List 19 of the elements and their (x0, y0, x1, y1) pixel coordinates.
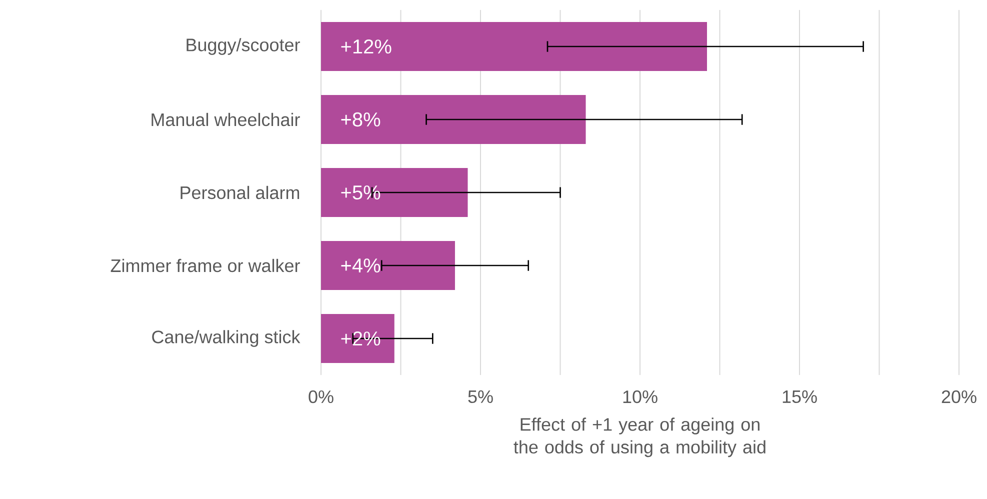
bar (321, 22, 707, 72)
y-tick-label: Buggy/scooter (186, 38, 300, 55)
x-tick-label: 10% (623, 390, 658, 404)
y-tick-label: Manual wheelchair (152, 112, 300, 126)
x-tick-label: 0% (308, 390, 334, 404)
bar (321, 314, 394, 364)
bar (321, 241, 455, 290)
x-axis-title: Effect of +1 year of ageing on the odds of using a mobility aid (514, 418, 766, 458)
x-tick-label: 15% (782, 390, 817, 404)
data-label: +12% (341, 39, 392, 54)
x-tick-label: 5% (468, 390, 493, 404)
data-label: +8% (341, 112, 380, 127)
x-tick-label: 20% (942, 390, 976, 404)
bar (321, 95, 586, 144)
y-tick-label: Zimmer frame or walker (110, 258, 300, 272)
bar (321, 168, 468, 218)
data-label: +4% (341, 258, 380, 273)
y-tick-label: Personal alarm (180, 186, 300, 200)
y-tick-label: Cane/walking stick (152, 330, 300, 347)
